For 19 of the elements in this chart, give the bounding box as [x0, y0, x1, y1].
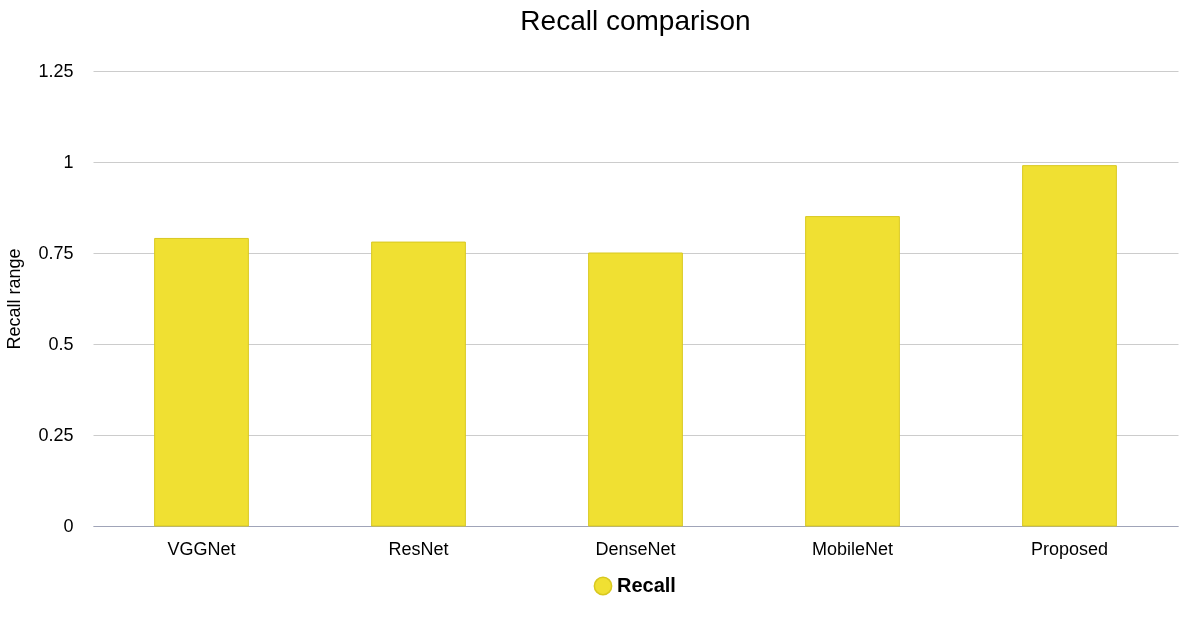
y-tick-label: 0.5 — [48, 333, 74, 354]
bar — [588, 252, 683, 527]
y-tick-label: 0.75 — [38, 242, 74, 263]
y-tick-label: 0.25 — [38, 424, 74, 445]
y-axis-title: Recall range — [4, 248, 25, 350]
x-tick-label: ResNet — [388, 538, 449, 559]
bar — [371, 241, 466, 527]
y-tick-label: 0 — [63, 515, 74, 536]
y-tick-label: 1 — [63, 151, 74, 172]
y-tick-label: 1.25 — [38, 60, 74, 81]
x-tick-label: Proposed — [1030, 538, 1109, 559]
bar — [1022, 165, 1117, 527]
bar — [805, 216, 900, 527]
x-tick-label: VGGNet — [167, 538, 236, 559]
x-tick-label: MobileNet — [811, 538, 894, 559]
x-tick-label: DenseNet — [595, 538, 676, 559]
legend-label: Recall — [617, 574, 676, 596]
bar — [154, 237, 249, 527]
chart-title: Recall comparison — [520, 5, 751, 36]
